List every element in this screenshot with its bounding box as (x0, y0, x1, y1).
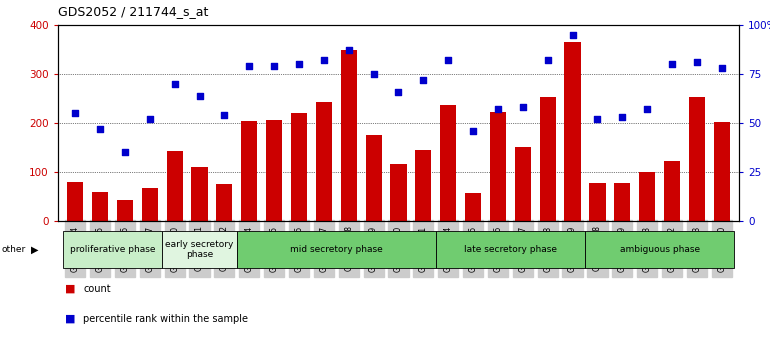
Bar (664, 161, 680, 221)
Text: late secretory phase: late secretory phase (464, 245, 557, 254)
Point (567, 32, 579, 38)
Bar (390, 164, 407, 221)
Bar (241, 121, 257, 221)
Bar (689, 97, 705, 221)
Bar (490, 112, 506, 221)
Point (691, 59, 703, 65)
Point (169, 81, 181, 87)
Point (393, 89, 405, 95)
Point (715, 65, 728, 71)
Text: early secretory
phase: early secretory phase (166, 240, 234, 259)
Text: proliferative phase: proliferative phase (70, 245, 156, 254)
Point (616, 114, 628, 120)
Bar (92, 192, 108, 221)
Text: GDS2052 / 211744_s_at: GDS2052 / 211744_s_at (58, 5, 208, 18)
Point (641, 107, 653, 112)
Bar (142, 188, 158, 221)
Bar (614, 183, 631, 221)
Point (69, 110, 82, 116)
Bar (316, 102, 332, 221)
Point (193, 93, 206, 98)
Point (591, 116, 604, 122)
Point (442, 57, 454, 63)
Bar (67, 182, 83, 221)
Point (94, 126, 106, 132)
Bar (266, 120, 283, 221)
Point (318, 57, 330, 63)
Point (367, 71, 380, 77)
Point (218, 112, 230, 118)
Bar (436, 231, 585, 268)
Text: count: count (83, 284, 111, 293)
Point (343, 47, 355, 53)
Text: percentile rank within the sample: percentile rank within the sample (83, 314, 248, 324)
Bar (415, 150, 431, 221)
Bar (440, 105, 457, 221)
Bar (514, 147, 531, 221)
Text: ambiguous phase: ambiguous phase (620, 245, 700, 254)
Bar (237, 231, 436, 268)
Point (293, 61, 305, 67)
Bar (291, 113, 307, 221)
Text: ■: ■ (65, 284, 76, 293)
Bar (62, 231, 162, 268)
Point (268, 63, 280, 69)
Text: ▶: ▶ (31, 245, 38, 255)
Bar (117, 200, 133, 221)
Bar (589, 183, 605, 221)
Bar (340, 50, 357, 221)
Text: ■: ■ (65, 314, 76, 324)
Point (666, 61, 678, 67)
Text: other: other (2, 245, 25, 254)
Bar (366, 135, 382, 221)
Point (417, 77, 430, 82)
Point (243, 63, 256, 69)
Point (517, 104, 529, 110)
Bar (465, 193, 481, 221)
Point (467, 128, 479, 134)
Point (492, 107, 504, 112)
Text: mid secretory phase: mid secretory phase (290, 245, 383, 254)
Point (119, 150, 131, 155)
Bar (162, 231, 237, 268)
Bar (585, 231, 735, 268)
Bar (714, 121, 730, 221)
Bar (216, 184, 233, 221)
Bar (166, 151, 182, 221)
Bar (564, 42, 581, 221)
Bar (639, 172, 655, 221)
Point (541, 57, 554, 63)
Bar (540, 97, 556, 221)
Point (144, 116, 156, 122)
Bar (192, 167, 208, 221)
